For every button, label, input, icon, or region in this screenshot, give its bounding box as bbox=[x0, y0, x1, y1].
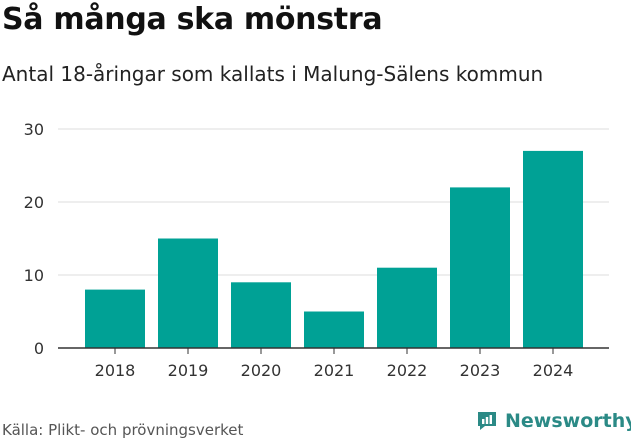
bar-2019 bbox=[158, 238, 218, 348]
y-tick-label: 30 bbox=[24, 120, 44, 139]
brand-name: Newsworthy bbox=[505, 410, 631, 432]
bar-chart: 0 10 20 30 2018 2019 2020 2021 2022 2023 2024 bbox=[24, 120, 609, 380]
x-tick-label: 2024 bbox=[533, 361, 574, 380]
source-note: Källa: Plikt- och prövningsverket bbox=[2, 421, 244, 439]
x-tick-label: 2023 bbox=[460, 361, 501, 380]
bar-2020 bbox=[231, 282, 291, 348]
x-tick-label: 2022 bbox=[387, 361, 428, 380]
gridlines bbox=[58, 128, 609, 276]
bars bbox=[85, 150, 583, 348]
bar-2024 bbox=[523, 150, 583, 348]
y-tick-label: 10 bbox=[24, 266, 44, 285]
bar-2021 bbox=[304, 311, 364, 348]
bar-2022 bbox=[377, 267, 437, 348]
x-tick-label: 2020 bbox=[241, 361, 282, 380]
x-tick-label: 2019 bbox=[168, 361, 209, 380]
bar-2018 bbox=[85, 289, 145, 348]
chart-title: Så många ska mönstra bbox=[2, 2, 383, 37]
newsworthy-logo-icon bbox=[478, 412, 496, 430]
axes: 0 10 20 30 2018 2019 2020 2021 2022 2023 2024 bbox=[24, 120, 609, 380]
brand-logo: Newsworthy bbox=[475, 409, 631, 433]
x-tick-label: 2021 bbox=[314, 361, 355, 380]
bar-2023 bbox=[450, 187, 510, 348]
y-tick-label: 0 bbox=[34, 339, 44, 358]
x-tick-label: 2018 bbox=[95, 361, 136, 380]
y-tick-label: 20 bbox=[24, 193, 44, 212]
chart-subtitle: Antal 18-åringar som kallats i Malung-Sä… bbox=[2, 62, 544, 86]
